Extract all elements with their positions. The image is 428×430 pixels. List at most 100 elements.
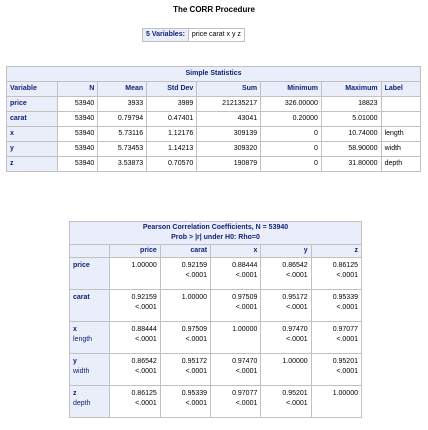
table-cell: 0 bbox=[261, 157, 321, 171]
row-header: carat bbox=[7, 112, 58, 126]
correlation-value: 0.92159 bbox=[131, 294, 157, 301]
row-header-label: length bbox=[73, 336, 93, 343]
table-cell: 3989 bbox=[147, 97, 197, 111]
table-cell: 326.00000 bbox=[261, 97, 321, 111]
p-value: <.0001 bbox=[286, 400, 308, 407]
simple-col-header: N bbox=[58, 82, 98, 96]
row-header-name: x bbox=[73, 326, 77, 333]
p-value: <.0001 bbox=[336, 272, 358, 279]
correlation-value: 1.00000 bbox=[332, 390, 358, 397]
variables-label: 5 Variables: bbox=[143, 29, 188, 41]
correlation-value: 0.97077 bbox=[332, 326, 358, 333]
correlation-value: 0.86125 bbox=[131, 390, 157, 397]
row-header: z depth bbox=[70, 386, 110, 417]
p-value: <.0001 bbox=[185, 400, 208, 407]
correlation-value: 0.97077 bbox=[232, 390, 258, 397]
p-value: <.0001 bbox=[135, 336, 157, 343]
table-cell: 10.74000 bbox=[321, 127, 381, 141]
correlation-cell: 0.95172 <.0001 bbox=[261, 290, 311, 321]
row-header: x bbox=[7, 127, 58, 141]
correlation-value: 0.95339 bbox=[332, 294, 358, 301]
table-row: carat 0.92159 <.0001 1.00000 0.97509 <.0001 0.… bbox=[70, 290, 361, 321]
p-value: <.0001 bbox=[336, 368, 358, 375]
procedure-title: The CORR Procedure bbox=[173, 5, 255, 14]
row-header-name: carat bbox=[73, 294, 90, 301]
correlation-cell: 0.97470 <.0001 bbox=[211, 354, 261, 385]
pearson-caption-line2: Prob > |r| under H0: Rho=0 bbox=[171, 234, 260, 241]
table-row: y width 0.86542 <.0001 0.95172 <.0001 0.97470 <… bbox=[70, 354, 361, 385]
pearson-col-header: z bbox=[311, 245, 361, 257]
table-cell: 43041 bbox=[197, 112, 261, 126]
table-row: z 53940 3.53873 0.70570 190879 0 31.80000 depth bbox=[7, 157, 420, 171]
correlation-cell: 0.88444 <.0001 bbox=[110, 322, 160, 353]
correlation-value: 1.00000 bbox=[131, 262, 157, 269]
pearson-col-header: price bbox=[110, 245, 160, 257]
correlation-value: 0.95201 bbox=[282, 390, 308, 397]
p-value: <.0001 bbox=[185, 272, 208, 279]
row-header-name: price bbox=[73, 262, 90, 269]
row-header-label: depth bbox=[73, 400, 91, 407]
correlation-value: 0.95172 bbox=[181, 358, 208, 365]
row-header: price bbox=[70, 258, 110, 289]
pearson-correlation-table: Pearson Correlation Coefficients, N = 53… bbox=[69, 221, 362, 418]
row-header: y width bbox=[70, 354, 110, 385]
correlation-value: 0.88444 bbox=[131, 326, 157, 333]
simple-col-header: Maximum bbox=[321, 82, 381, 96]
row-header: price bbox=[7, 97, 58, 111]
correlation-value: 0.97509 bbox=[232, 294, 258, 301]
p-value: <.0001 bbox=[336, 304, 358, 311]
table-row: carat 53940 0.79794 0.47401 43041 0.20000 5.01… bbox=[7, 112, 420, 126]
p-value: <.0001 bbox=[135, 368, 157, 375]
simple-col-header: Label bbox=[381, 82, 420, 96]
pearson-caption: Pearson Correlation Coefficients, N = 53… bbox=[70, 222, 361, 244]
table-cell bbox=[381, 97, 420, 111]
table-row: x 53940 5.73116 1.12176 309139 0 10.74000 lengt… bbox=[7, 127, 420, 141]
correlation-cell: 0.95172 <.0001 bbox=[160, 354, 211, 385]
correlation-cell: 0.88444 <.0001 bbox=[211, 258, 261, 289]
correlation-cell: 1.00000 bbox=[160, 290, 211, 321]
correlation-cell: 0.95201 <.0001 bbox=[311, 354, 361, 385]
table-cell: 5.01000 bbox=[321, 112, 381, 126]
correlation-value: 1.00000 bbox=[181, 294, 208, 301]
row-header: carat bbox=[70, 290, 110, 321]
table-cell: 1.14213 bbox=[147, 142, 197, 156]
table-row: y 53940 5.73453 1.14213 309320 0 58.90000 width bbox=[7, 142, 420, 156]
table-cell: 3933 bbox=[98, 97, 147, 111]
correlation-cell: 1.00000 bbox=[261, 354, 311, 385]
simple-statistics-body: price 53940 3933 3989 212135217 326.00000 1882… bbox=[7, 97, 420, 171]
correlation-value: 0.92159 bbox=[181, 262, 208, 269]
table-row: z depth 0.86125 <.0001 0.95339 <.0001 0.97077 <… bbox=[70, 386, 361, 417]
correlation-cell: 0.86125 <.0001 bbox=[311, 258, 361, 289]
correlation-cell: 0.92159 <.0001 bbox=[160, 258, 211, 289]
correlation-value: 0.95339 bbox=[181, 390, 208, 397]
row-header: x length bbox=[70, 322, 110, 353]
correlation-value: 0.97470 bbox=[232, 358, 258, 365]
simple-col-header: Variable bbox=[7, 82, 58, 96]
table-cell: 309139 bbox=[197, 127, 261, 141]
p-value: <.0001 bbox=[286, 272, 308, 279]
p-value: <.0001 bbox=[135, 400, 157, 407]
simple-col-header: Sum bbox=[197, 82, 261, 96]
table-cell: 18823 bbox=[321, 97, 381, 111]
p-value: <.0001 bbox=[286, 336, 308, 343]
table-cell: length bbox=[381, 127, 420, 141]
table-cell bbox=[381, 112, 420, 126]
p-value: <.0001 bbox=[135, 304, 157, 311]
correlation-value: 0.86542 bbox=[282, 262, 308, 269]
row-header-label: width bbox=[73, 368, 90, 375]
correlation-value: 0.97509 bbox=[181, 326, 208, 333]
correlation-cell: 1.00000 bbox=[110, 258, 160, 289]
correlation-cell: 0.86125 <.0001 bbox=[110, 386, 160, 417]
correlation-cell: 1.00000 bbox=[311, 386, 361, 417]
pearson-corner-cell bbox=[70, 245, 110, 257]
table-cell: 31.80000 bbox=[321, 157, 381, 171]
table-row: price 53940 3933 3989 212135217 326.00000 1882… bbox=[7, 97, 420, 111]
simple-col-header: Minimum bbox=[261, 82, 321, 96]
p-value: <.0001 bbox=[235, 272, 258, 279]
table-cell: 0 bbox=[261, 142, 321, 156]
pearson-col-header: carat bbox=[160, 245, 211, 257]
table-cell: 0.47401 bbox=[147, 112, 197, 126]
p-value: <.0001 bbox=[235, 400, 258, 407]
correlation-value: 0.97470 bbox=[282, 326, 308, 333]
correlation-cell: 0.97509 <.0001 bbox=[160, 322, 211, 353]
